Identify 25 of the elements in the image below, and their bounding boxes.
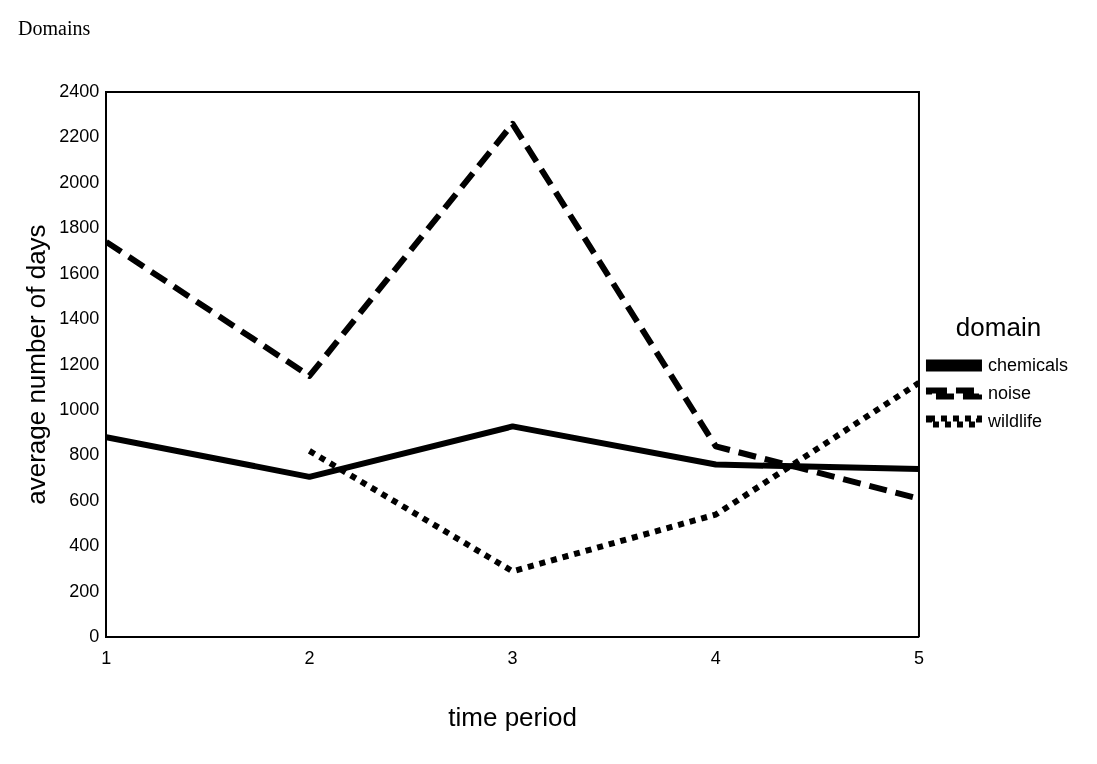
x-tick-label: 1 bbox=[101, 647, 112, 668]
x-tick-label: 3 bbox=[507, 647, 518, 668]
chart-title: Domains bbox=[18, 17, 91, 40]
x-tick-label: 2 bbox=[304, 647, 315, 668]
legend-label: noise bbox=[987, 382, 1032, 403]
y-tick-label: 200 bbox=[69, 580, 100, 601]
y-tick-label: 2200 bbox=[59, 126, 100, 147]
y-tick-label: 1800 bbox=[59, 217, 100, 238]
legend-title: domain bbox=[955, 311, 1042, 342]
legend-label: chemicals bbox=[987, 354, 1069, 375]
y-tick-label: 800 bbox=[69, 444, 100, 465]
legend-label: wildlife bbox=[986, 410, 1043, 431]
y-tick-label: 400 bbox=[69, 535, 100, 556]
y-tick-label: 2000 bbox=[59, 171, 100, 192]
x-axis-title: time period bbox=[448, 701, 577, 732]
y-tick-label: 0 bbox=[89, 626, 100, 647]
y-tick-label: 1000 bbox=[59, 399, 100, 419]
y-axis-title: average number of days bbox=[20, 224, 51, 505]
x-tick-label: 4 bbox=[710, 647, 721, 668]
y-tick-label: 600 bbox=[69, 489, 100, 510]
y-tick-label: 1400 bbox=[59, 308, 100, 329]
y-tick-label: 1600 bbox=[59, 262, 100, 283]
y-tick-label: 2400 bbox=[59, 80, 100, 101]
x-tick-label: 5 bbox=[913, 647, 924, 668]
y-tick-label: 1200 bbox=[59, 353, 100, 374]
